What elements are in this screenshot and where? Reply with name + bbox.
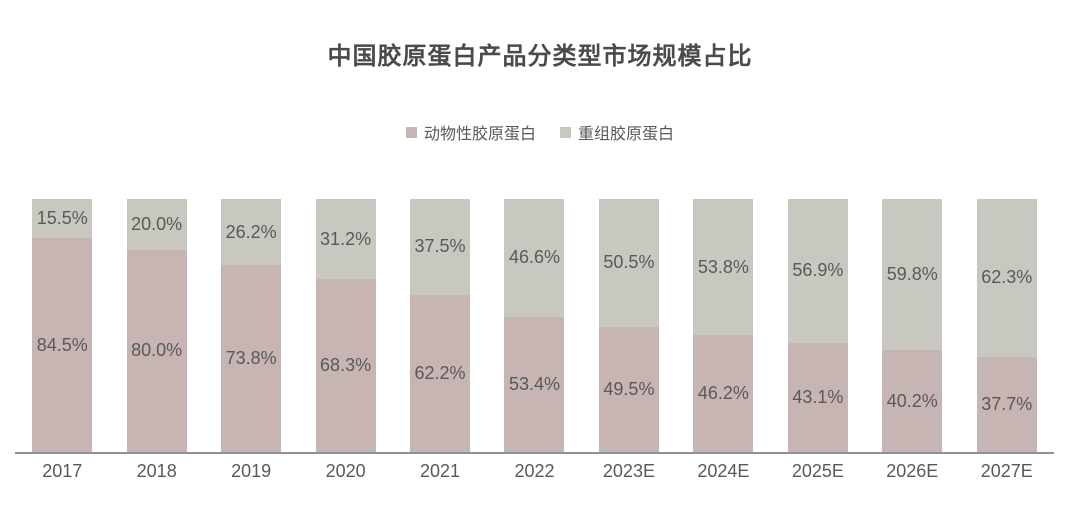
x-axis-label-2026E: 2026E xyxy=(886,461,939,481)
x-axis-label-2021: 2021 xyxy=(420,461,461,481)
bar-segment-recombinant: 46.6% xyxy=(504,199,565,317)
stacked-bar-2021: 37.5% 62.2% xyxy=(410,199,471,452)
bar-column-2026E: 59.8% 40.2% xyxy=(865,199,959,452)
legend-item-label: 重组胶原蛋白 xyxy=(578,126,675,143)
bar-value-label: 56.9% xyxy=(792,260,844,281)
bar-column-2027E: 62.3% 37.7% xyxy=(960,199,1054,452)
bar-column-2020: 31.2% 68.3% xyxy=(298,199,392,452)
x-axis-label-2024E: 2024E xyxy=(697,461,750,481)
bar-column-2025E: 56.9% 43.1% xyxy=(771,199,865,452)
bar-segment-animal: 40.2% xyxy=(882,350,943,452)
x-axis-label-2027E: 2027E xyxy=(980,461,1033,481)
legend: 动物性胶原蛋白 重组胶原蛋白 xyxy=(0,120,1080,144)
legend-item-1: 动物性胶原蛋白 xyxy=(405,120,536,144)
bar-segment-recombinant: 53.8% xyxy=(693,199,754,336)
bar-segment-animal: 62.2% xyxy=(410,294,471,452)
bar-value-label: 59.8% xyxy=(886,264,938,285)
bar-segment-recombinant: 26.2% xyxy=(221,199,282,266)
x-axis-labels: 2017 2018 2019 2020 2021 2022 2023E 2024E 2025E 2… xyxy=(15,461,1054,482)
legend-swatch-icon xyxy=(560,126,571,138)
bar-segment-animal: 49.5% xyxy=(598,326,659,452)
legend-item-2: 重组胶原蛋白 xyxy=(560,120,674,144)
bar-value-label: 31.2% xyxy=(320,228,372,249)
bar-segment-recombinant: 56.9% xyxy=(787,199,848,343)
x-axis-label-2019: 2019 xyxy=(231,461,272,481)
bar-value-label: 37.5% xyxy=(414,236,466,257)
chart-title: 中国胶原蛋白产品分类型市场规模占比 xyxy=(327,43,753,70)
stacked-bar-2017: 15.5% 84.5% xyxy=(32,199,93,452)
stacked-bar-2023E: 50.5% 49.5% xyxy=(598,199,659,452)
x-axis-label-2020: 2020 xyxy=(325,461,366,481)
bar-segment-animal: 37.7% xyxy=(976,356,1037,452)
plot-area: 15.5% 84.5% 20.0% 80.0% 26.2% 73.8% 31.2% 68.3%… xyxy=(15,199,1054,454)
bar-value-label: 68.3% xyxy=(320,355,372,376)
bar-segment-recombinant: 62.3% xyxy=(976,199,1037,357)
bar-segment-recombinant: 59.8% xyxy=(882,199,943,351)
bar-segment-recombinant: 31.2% xyxy=(315,199,376,280)
bar-value-label: 50.5% xyxy=(603,252,655,273)
bar-value-label: 46.2% xyxy=(697,383,749,404)
bar-segment-recombinant: 37.5% xyxy=(410,199,471,295)
bar-segment-recombinant: 50.5% xyxy=(598,199,659,327)
x-axis-label-2025E: 2025E xyxy=(791,461,844,481)
x-axis-label-2023E: 2023E xyxy=(602,461,655,481)
stacked-bar-2022: 46.6% 53.4% xyxy=(504,199,565,452)
bar-value-label: 49.5% xyxy=(603,378,655,399)
bar-segment-recombinant: 20.0% xyxy=(126,199,187,250)
bar-column-2019: 26.2% 73.8% xyxy=(204,199,298,452)
stacked-bar-2020: 31.2% 68.3% xyxy=(315,199,376,452)
bar-segment-animal: 43.1% xyxy=(787,342,848,452)
bar-segment-animal: 80.0% xyxy=(126,249,187,452)
stacked-bar-2027E: 62.3% 37.7% xyxy=(976,199,1037,452)
bar-value-label: 80.0% xyxy=(131,340,183,361)
legend-item-label: 动物性胶原蛋白 xyxy=(423,126,536,143)
stacked-bar-2026E: 59.8% 40.2% xyxy=(882,199,943,452)
bar-value-label: 46.6% xyxy=(508,247,560,268)
bar-column-2017: 15.5% 84.5% xyxy=(15,199,109,452)
bar-column-2018: 20.0% 80.0% xyxy=(109,199,203,452)
bar-value-label: 62.2% xyxy=(414,362,466,383)
bar-value-label: 20.0% xyxy=(131,213,183,234)
bar-segment-animal: 68.3% xyxy=(315,279,376,452)
bar-column-2022: 46.6% 53.4% xyxy=(487,199,581,452)
x-axis-label-2022: 2022 xyxy=(514,461,555,481)
bar-value-label: 37.7% xyxy=(981,393,1033,414)
legend-swatch-icon xyxy=(405,126,417,138)
bar-column-2021: 37.5% 62.2% xyxy=(393,199,487,452)
bar-segment-animal: 84.5% xyxy=(32,238,93,452)
stacked-bar-2018: 20.0% 80.0% xyxy=(126,199,187,452)
bar-segment-animal: 53.4% xyxy=(504,316,565,452)
x-axis-label-2018: 2018 xyxy=(136,461,177,481)
bar-value-label: 84.5% xyxy=(36,334,88,355)
bar-segment-animal: 73.8% xyxy=(221,265,282,452)
bar-value-label: 40.2% xyxy=(886,390,938,411)
x-axis-label-2017: 2017 xyxy=(42,461,83,481)
bar-value-label: 26.2% xyxy=(225,221,277,242)
bar-value-label: 62.3% xyxy=(981,267,1033,288)
bar-segment-animal: 46.2% xyxy=(693,335,754,452)
bar-segment-recombinant: 15.5% xyxy=(32,199,93,239)
bar-value-label: 73.8% xyxy=(225,348,277,369)
bar-value-label: 53.4% xyxy=(508,373,560,394)
bar-value-label: 53.8% xyxy=(697,256,749,277)
bar-column-2024E: 53.8% 46.2% xyxy=(676,199,770,452)
stacked-bar-2025E: 56.9% 43.1% xyxy=(787,199,848,452)
bar-column-2023E: 50.5% 49.5% xyxy=(582,199,676,452)
stacked-bar-2024E: 53.8% 46.2% xyxy=(693,199,754,452)
stacked-bar-2019: 26.2% 73.8% xyxy=(221,199,282,452)
bar-value-label: 43.1% xyxy=(792,386,844,407)
bar-value-label: 15.5% xyxy=(36,208,88,229)
